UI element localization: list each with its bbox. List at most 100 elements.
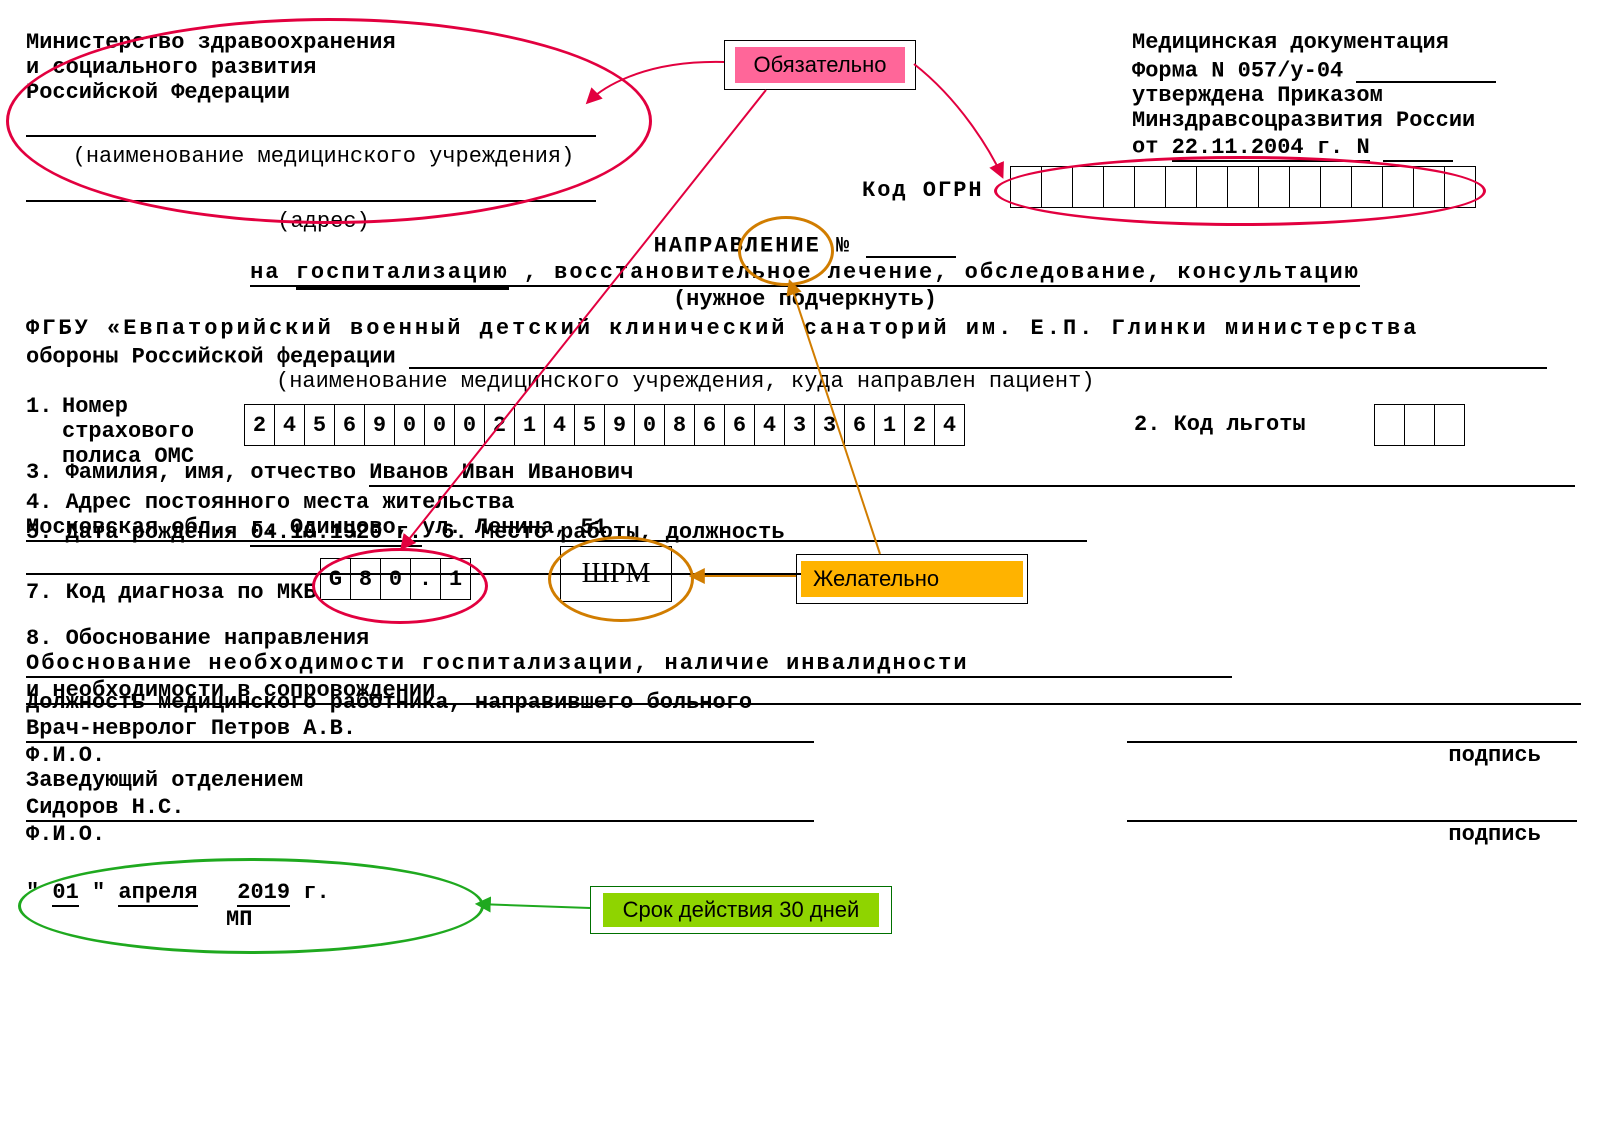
box-cell bbox=[1165, 166, 1196, 208]
title-l3: (нужное подчеркнуть) bbox=[0, 287, 1610, 312]
title-l1: НАПРАВЛЕНИЕ № bbox=[654, 233, 852, 258]
dept-head-title: Заведующий отделением bbox=[26, 768, 1586, 793]
title-l2-rest: , восстановительное лечение, обследовани… bbox=[524, 260, 1360, 285]
box-cell bbox=[1196, 166, 1227, 208]
box-cell: 8 bbox=[664, 404, 694, 446]
annot-mandatory-text: Обязательно bbox=[735, 47, 905, 83]
box-cell: 4 bbox=[934, 404, 965, 446]
mp: МП bbox=[26, 907, 626, 932]
annot-optional: Желательно bbox=[796, 554, 1028, 604]
box-cell: 1 bbox=[440, 558, 471, 600]
date-line: " 01 " апреля 2019 г. МП bbox=[26, 880, 626, 932]
box-cell bbox=[1320, 166, 1351, 208]
box-cell bbox=[1041, 166, 1072, 208]
f3-value: Иванов Иван Иванович bbox=[369, 460, 1575, 487]
box-cell: 0 bbox=[394, 404, 424, 446]
referral-title: НАПРАВЛЕНИЕ № на госпитализацию , восста… bbox=[0, 230, 1610, 312]
header-ministry: Министерство здравоохранения и социально… bbox=[26, 30, 621, 234]
box-cell bbox=[1444, 166, 1476, 208]
box-cell bbox=[1413, 166, 1444, 208]
box-cell: 6 bbox=[334, 404, 364, 446]
ministry-l3: Российской Федерации bbox=[26, 80, 621, 105]
f6-label: 6. Место работы, должность bbox=[441, 520, 784, 545]
annot-mandatory: Обязательно bbox=[724, 40, 916, 90]
field7-label: 7. Код диагноза по МКБ bbox=[26, 580, 316, 605]
annot-validity-text: Срок действия 30 дней bbox=[603, 893, 879, 927]
box-cell: 9 bbox=[364, 404, 394, 446]
sign-label-2: подпись bbox=[1448, 822, 1540, 847]
box-cell: . bbox=[410, 558, 440, 600]
f5-label: 5. Дата рождения bbox=[26, 520, 250, 545]
box-cell: 0 bbox=[634, 404, 664, 446]
f3-label: 3. Фамилия, имя, отчество bbox=[26, 460, 369, 485]
docform-l3: утверждена Приказом bbox=[1132, 83, 1582, 108]
box-cell bbox=[1404, 404, 1434, 446]
f8-v1: Обоснование необходимости госпитализации… bbox=[26, 651, 1232, 678]
docform-l2: Форма N 057/у-04 bbox=[1132, 58, 1343, 83]
box-cell: 6 bbox=[694, 404, 724, 446]
ogrn-label: Код ОГРН bbox=[862, 178, 984, 203]
staff-v1: Врач-невролог Петров А.В. bbox=[26, 716, 814, 743]
box-cell bbox=[1382, 166, 1413, 208]
m: апреля bbox=[118, 880, 197, 907]
box-cell bbox=[1134, 166, 1165, 208]
sign-label-1: подпись bbox=[1448, 743, 1540, 768]
title-l2-pre: на bbox=[250, 260, 296, 285]
box-cell: 6 bbox=[724, 404, 754, 446]
staff-title: Должность медицинского работника, направ… bbox=[26, 690, 1586, 715]
docform-l1: Медицинская документация bbox=[1132, 30, 1582, 55]
box-cell bbox=[1374, 404, 1404, 446]
box-cell: 3 bbox=[814, 404, 844, 446]
docform-l4: Минздравсоцразвития России bbox=[1132, 108, 1582, 133]
box-cell: 4 bbox=[274, 404, 304, 446]
q1: " bbox=[26, 880, 39, 905]
d: 01 bbox=[52, 880, 78, 907]
box-cell bbox=[1103, 166, 1134, 208]
mkb-boxes: G80.1 bbox=[320, 558, 471, 600]
dept-head-name: Сидоров Н.С. bbox=[26, 795, 814, 822]
box-cell: 3 bbox=[784, 404, 814, 446]
box-cell bbox=[1010, 166, 1041, 208]
box-cell: 1 bbox=[874, 404, 904, 446]
box-cell bbox=[1072, 166, 1103, 208]
ysuf: г. bbox=[303, 880, 329, 905]
field1-label: 1.Номер страхового полиса ОМС bbox=[26, 394, 194, 469]
q2: " bbox=[92, 880, 105, 905]
box-cell: 2 bbox=[484, 404, 514, 446]
ogrn-boxes bbox=[1010, 166, 1476, 208]
field2-label: 2. Код льготы bbox=[1134, 412, 1306, 437]
box-cell bbox=[1289, 166, 1320, 208]
policy-boxes: 245690002145908664336124 bbox=[244, 404, 965, 446]
y: 2019 bbox=[237, 880, 290, 907]
destination-block: ФГБУ «Евпаторийский военный детский клин… bbox=[26, 316, 1586, 394]
box-cell: 5 bbox=[304, 404, 334, 446]
box-cell: 9 bbox=[604, 404, 634, 446]
title-l2-u: госпитализацию bbox=[296, 260, 509, 290]
box-cell bbox=[1434, 404, 1465, 446]
box-cell bbox=[1258, 166, 1289, 208]
box-cell: 2 bbox=[244, 404, 274, 446]
f4-label: 4. Адрес постоянного места жительства bbox=[26, 490, 514, 515]
header-docform: Медицинская документация Форма N 057/у-0… bbox=[1132, 30, 1582, 162]
f5-value: 04.10.1920 г. bbox=[250, 520, 422, 547]
box-cell: 0 bbox=[380, 558, 410, 600]
annot-shrm: ШРМ bbox=[560, 546, 672, 602]
dest-text2: обороны Российской федерации bbox=[26, 344, 396, 369]
box-cell bbox=[1227, 166, 1258, 208]
box-cell: 2 bbox=[904, 404, 934, 446]
box-cell: 0 bbox=[424, 404, 454, 446]
box-cell: G bbox=[320, 558, 350, 600]
fio-label-1: Ф.И.О. bbox=[26, 743, 105, 768]
annot-optional-text: Желательно bbox=[801, 561, 1023, 597]
inst-name-caption: (наименование медицинского учреждения) bbox=[26, 144, 621, 169]
box-cell: 0 bbox=[454, 404, 484, 446]
docform-l5-date: 22.11.2004 г. N bbox=[1172, 135, 1370, 162]
box-cell: 4 bbox=[544, 404, 574, 446]
ministry-l2: и социального развития bbox=[26, 55, 621, 80]
dest-caption: (наименование медицинского учреждения, к… bbox=[26, 369, 1586, 394]
f8-label: 8. Обоснование направления bbox=[26, 626, 369, 651]
box-cell: 6 bbox=[844, 404, 874, 446]
field3: 3. Фамилия, имя, отчество Иванов Иван Ив… bbox=[26, 460, 1586, 487]
box-cell: 4 bbox=[754, 404, 784, 446]
box-cell: 5 bbox=[574, 404, 604, 446]
